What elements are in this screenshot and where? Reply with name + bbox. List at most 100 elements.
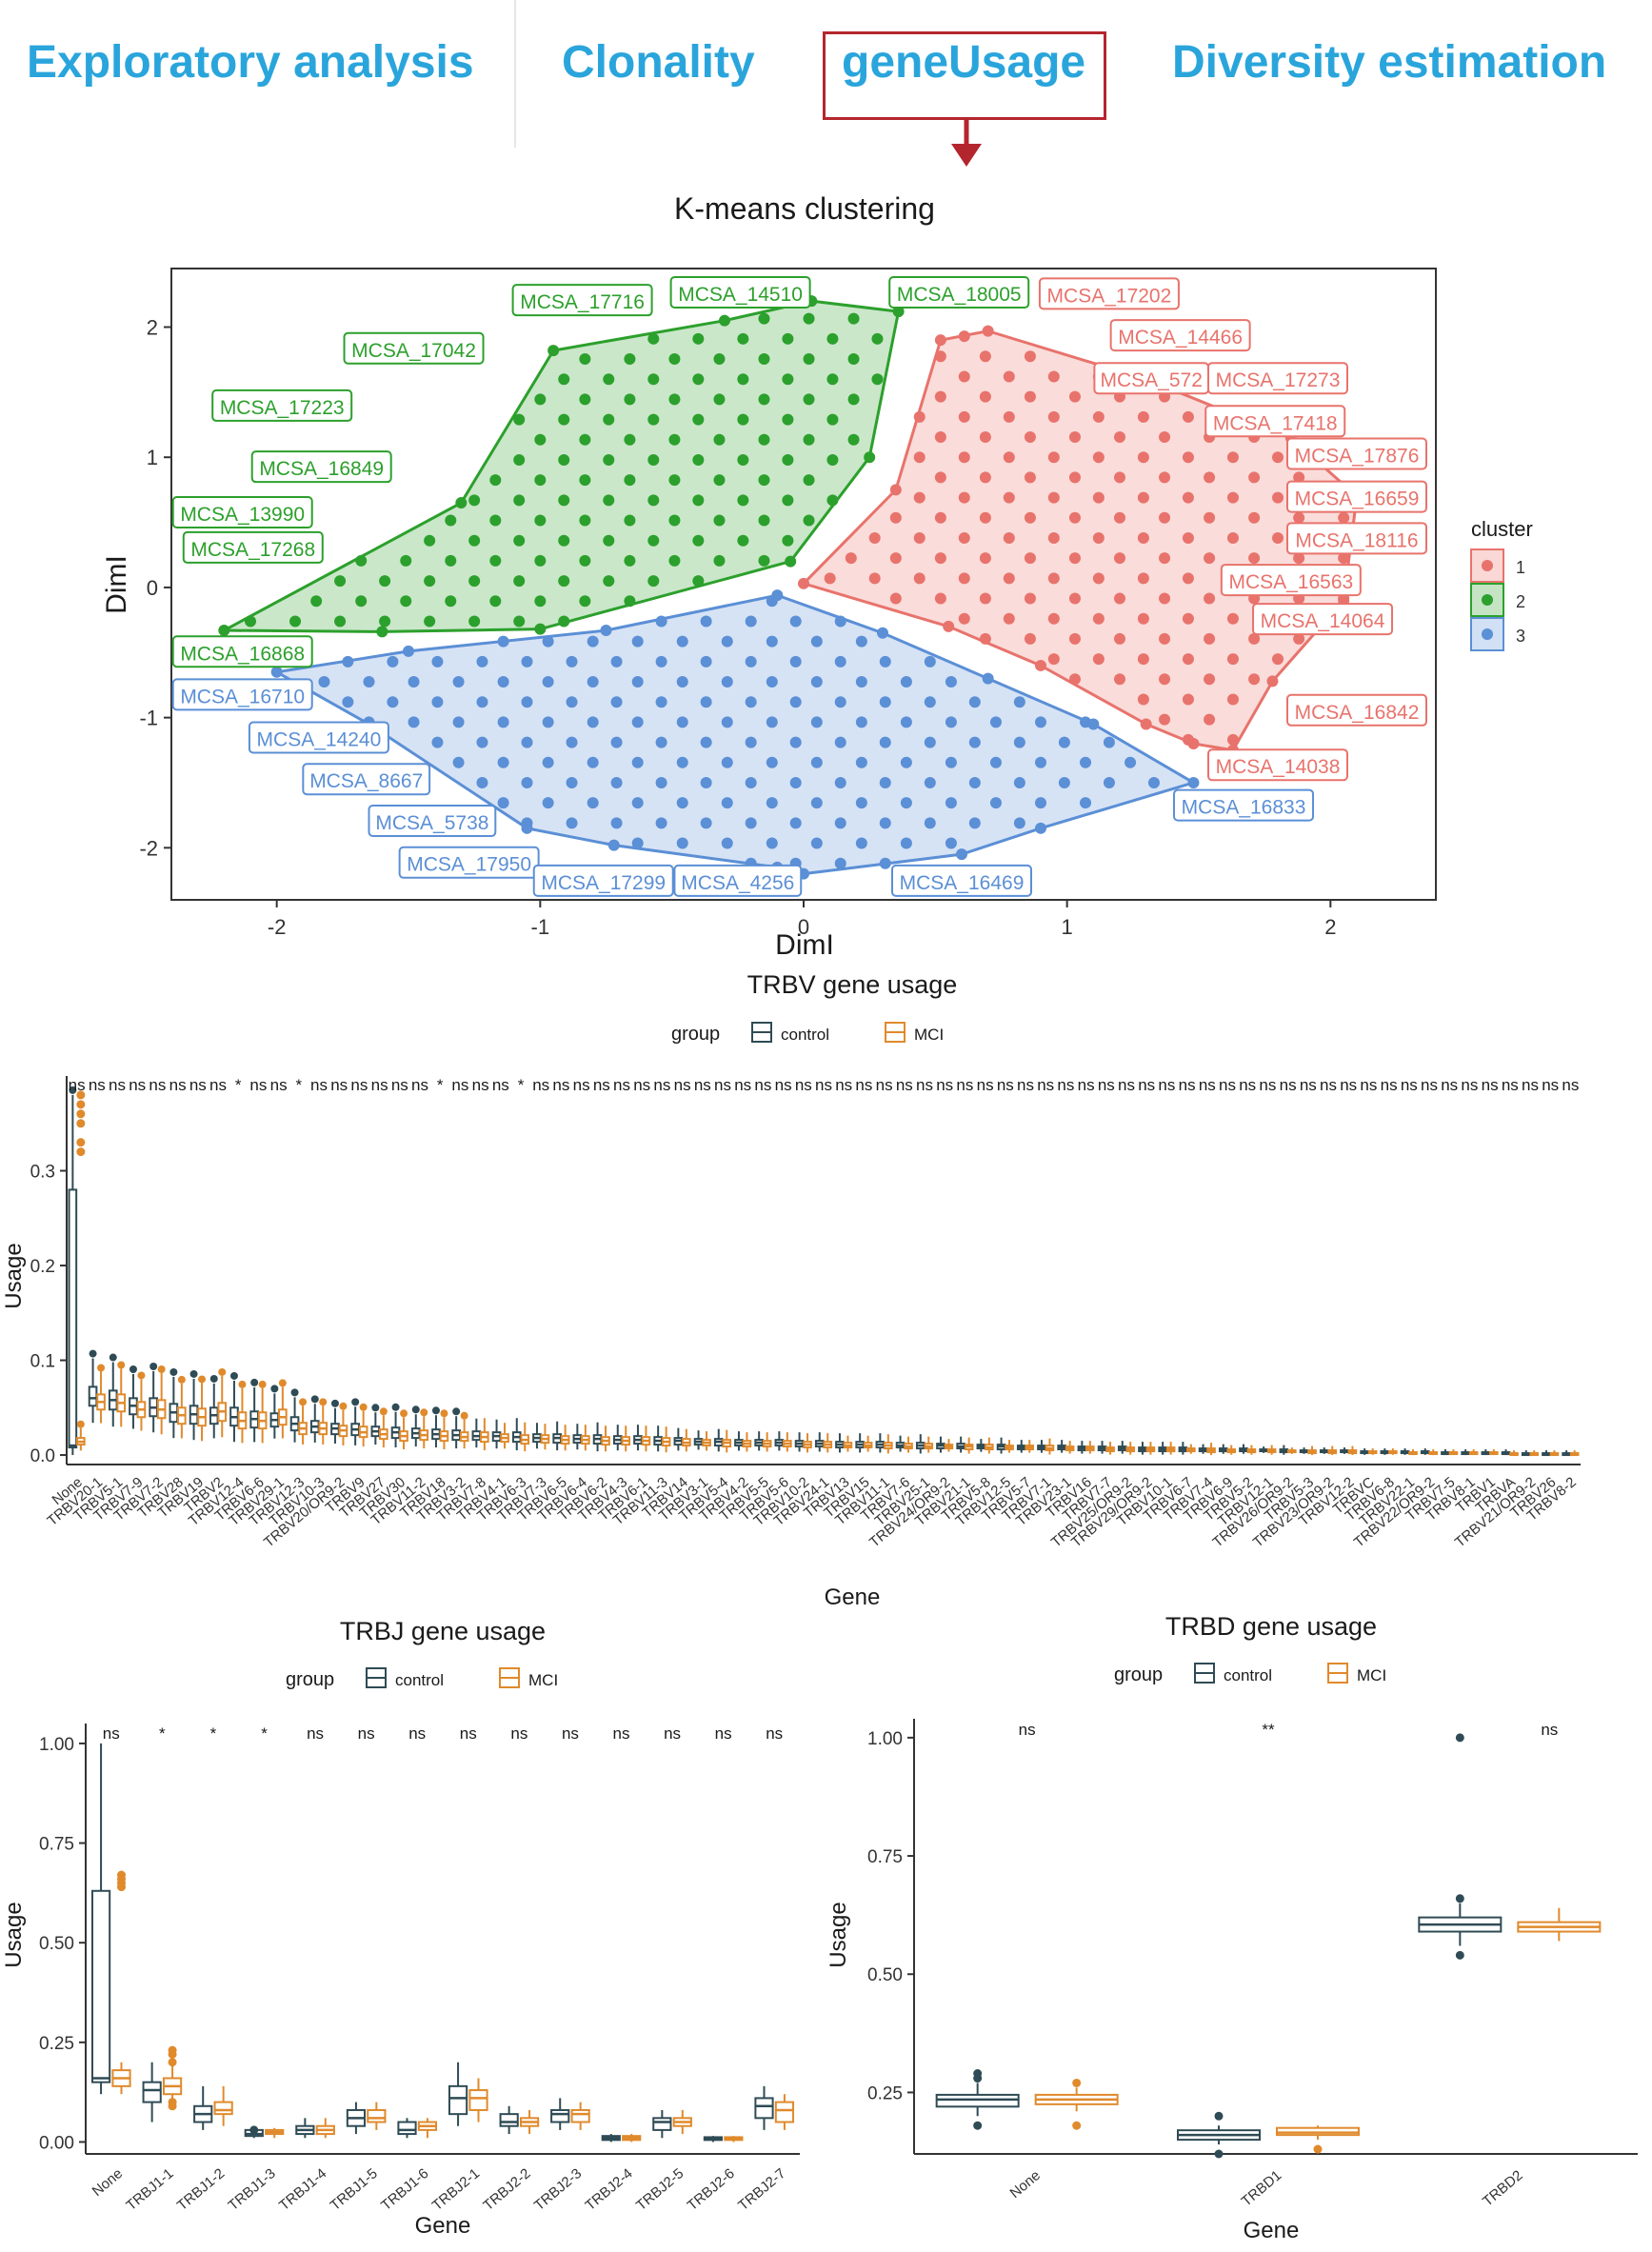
cluster-1-point (1137, 572, 1149, 585)
cluster-1-point (934, 552, 946, 565)
trbv-signif: ns (209, 1076, 227, 1094)
x-tick-label: 1 (1062, 915, 1073, 939)
point-label: MCSA_572 (1101, 369, 1203, 391)
cluster-3-point (1058, 776, 1070, 788)
cluster-3-hull-point (877, 627, 888, 639)
cluster-1-point (1024, 632, 1036, 645)
cluster-1-point (1159, 471, 1171, 484)
cluster-3-point (766, 837, 778, 849)
cluster-1-point (1182, 653, 1194, 666)
cluster-1-point (1137, 693, 1149, 706)
cluster-3-point (587, 756, 599, 768)
trbd-mci-outlier (1072, 2078, 1082, 2087)
cluster-3-point (1103, 736, 1115, 748)
trbv-signif: ns (1017, 1076, 1034, 1094)
point-label: MCSA_17223 (220, 397, 345, 419)
cluster-2-point (826, 453, 839, 466)
cluster-1-point (979, 511, 991, 524)
trbj-x-tick-label: TRBJ1-3 (225, 2165, 278, 2214)
cluster-3-point (879, 817, 891, 829)
cluster-3-point (676, 837, 688, 849)
trbd-control-outlier (973, 2074, 983, 2083)
trbv-signif: ns (270, 1076, 288, 1094)
cluster-3-point (1058, 736, 1070, 748)
tab-geneusage[interactable]: geneUsage (842, 37, 1086, 88)
cluster-2-point (579, 595, 591, 608)
cluster-1-point (1068, 431, 1081, 444)
cluster-1-point (979, 471, 991, 484)
cluster-1-hull-point (1187, 737, 1200, 749)
cluster-2-point (603, 413, 615, 426)
trbv-signif: ns (815, 1076, 832, 1094)
point-label: MCSA_17950 (407, 854, 531, 876)
cluster-3-point (721, 716, 733, 728)
cluster-3-point (587, 716, 599, 728)
active-tab-highlight (823, 31, 1106, 120)
cluster-2-point (558, 575, 570, 588)
cluster-1-point (1248, 511, 1261, 524)
cluster-3-point (945, 797, 957, 809)
cluster-3-point (855, 635, 867, 648)
tab-clonality[interactable]: Clonality (562, 37, 755, 88)
cluster-2-point (647, 494, 660, 507)
cluster-2-point (355, 554, 368, 567)
cluster-3-hull-point (982, 672, 994, 685)
cluster-3-point (968, 776, 981, 788)
trbv-control-outlier (310, 1395, 319, 1404)
cluster-3-point (610, 736, 623, 748)
cluster-3-point (497, 797, 509, 809)
cluster-1-point (1092, 653, 1105, 666)
group-legend-title: group (286, 1669, 334, 1690)
point-label: MCSA_14240 (257, 728, 382, 750)
cluster-2-point (468, 575, 481, 588)
cluster-3-point (989, 716, 1002, 728)
cluster-3-point (1147, 776, 1160, 788)
point-label-box (182, 530, 324, 564)
cluster-3-point (631, 837, 644, 849)
trbv-none-mci-outlier (76, 1119, 86, 1128)
trbv-signif: ns (1239, 1076, 1256, 1094)
trbv-mci-outlier (97, 1364, 106, 1372)
cluster-2-point (826, 332, 839, 345)
cluster-3-point (363, 676, 375, 688)
trbv-control-outlier (270, 1385, 279, 1393)
trbj-mci-box (367, 2108, 387, 2123)
cluster-3-point (655, 655, 667, 668)
cluster-2-point (803, 514, 815, 527)
cluster-3-point (497, 716, 509, 728)
cluster-3-hull-point (956, 848, 967, 861)
cluster-3-point (810, 676, 823, 688)
cluster-3-point (945, 716, 957, 728)
trbv-signif: ns (1118, 1076, 1135, 1094)
trbv-control-outlier (189, 1369, 198, 1378)
cluster-3-point (408, 716, 420, 728)
cluster-3-point (789, 776, 802, 788)
cluster-2-point (826, 373, 839, 386)
trbj-signif: ns (664, 1724, 681, 1743)
trbj-control-box (499, 2113, 519, 2127)
cluster-1-point (1338, 552, 1350, 565)
trbv-signif: ns (310, 1076, 328, 1094)
trbj-signif: ns (103, 1724, 120, 1743)
kmeans-ylabel: DimI (101, 555, 132, 614)
cluster-1-point (1114, 511, 1125, 524)
trbv-mci-outlier (400, 1409, 408, 1418)
tab-exploratory-analysis[interactable]: Exploratory analysis (27, 37, 474, 88)
cluster-2-point (782, 332, 794, 345)
cluster-3-point (879, 776, 891, 788)
trbv-signif: ns (835, 1076, 852, 1094)
cluster-3-hull-point (1187, 776, 1200, 788)
cluster-1-point (1182, 612, 1194, 625)
trbv-signif: * (235, 1076, 242, 1094)
cluster-3-hull-point (600, 625, 612, 637)
tab-diversity-estimation[interactable]: Diversity estimation (1172, 37, 1607, 88)
trbv-signif: ns (391, 1076, 408, 1094)
legend-label-MCI: MCI (914, 1026, 944, 1044)
trbv-control-outlier (371, 1404, 380, 1412)
trbj-x-tick-label: TRBJ2-4 (582, 2165, 635, 2214)
cluster-2-point (692, 332, 705, 345)
trbj-signif: ns (510, 1724, 527, 1743)
trbv-signif: ns (1199, 1076, 1216, 1094)
trbv-signif: ns (653, 1076, 670, 1094)
cluster-2-point (489, 474, 502, 487)
